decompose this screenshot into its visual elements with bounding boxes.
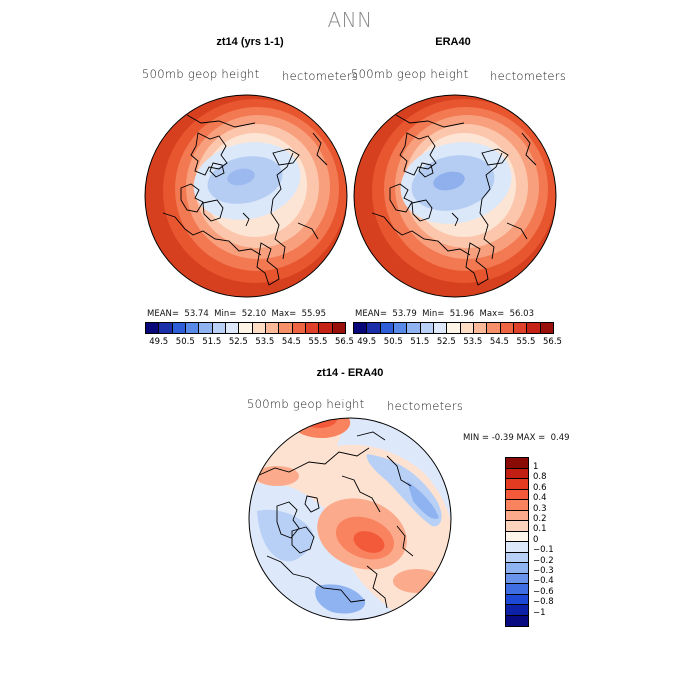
colorbar-swatch bbox=[239, 323, 253, 333]
colorbar-tick-label: 54.5 bbox=[489, 337, 509, 347]
colorbar-swatch bbox=[354, 323, 368, 333]
colorbar-swatch bbox=[212, 323, 226, 333]
colorbar-tick-label: 53.5 bbox=[463, 337, 483, 347]
panel-title-obs: ERA40 bbox=[435, 36, 471, 48]
variable-label-model: 500mb geop height bbox=[142, 67, 260, 81]
polar-map-difference bbox=[248, 417, 452, 621]
colorbar-swatch bbox=[500, 323, 514, 333]
difference-colorbar-swatch bbox=[506, 605, 528, 616]
units-label-obs: hectometers bbox=[490, 69, 567, 83]
colorbar-swatch bbox=[460, 323, 474, 333]
difference-level-label: 1 bbox=[533, 462, 539, 472]
colorbar-swatch bbox=[447, 323, 461, 333]
difference-colorbar-labels: 1 0.8 0.6 0.4 0.3 0.2 0.1 0 −0.1 −0.2 −0.3 −0.4 −0.6… bbox=[531, 457, 591, 625]
colorbar-swatch bbox=[265, 323, 280, 333]
colorbar-swatch bbox=[172, 323, 186, 333]
difference-level-label: −0.6 bbox=[533, 586, 554, 597]
difference-level-label: −0.4 bbox=[533, 576, 554, 587]
colorbar-swatch bbox=[487, 323, 501, 333]
colorbar-swatch bbox=[199, 323, 213, 333]
difference-colorbar-swatch bbox=[506, 500, 528, 511]
colorbar-swatch bbox=[393, 323, 408, 333]
figure-title: ANN bbox=[327, 8, 373, 32]
colorbar-tick-label: 52.5 bbox=[228, 337, 248, 347]
colorbar-tick-label: 52.5 bbox=[436, 337, 456, 347]
difference-level-label: 0.2 bbox=[533, 514, 547, 524]
difference-colorbar-swatch bbox=[506, 563, 528, 574]
colorbar-tick-label: 49.5 bbox=[149, 337, 169, 347]
difference-colorbar-swatch bbox=[506, 510, 528, 521]
difference-colorbar bbox=[505, 457, 529, 627]
colorbar-swatch bbox=[146, 323, 160, 333]
colorbar-swatch bbox=[527, 323, 541, 333]
difference-level-label: −0.2 bbox=[533, 555, 554, 566]
colorbar-swatch bbox=[319, 323, 333, 333]
colorbar-swatch bbox=[185, 323, 200, 333]
polar-map-model bbox=[144, 94, 348, 298]
difference-colorbar-swatch bbox=[506, 584, 528, 595]
difference-colorbar-swatch bbox=[506, 573, 528, 584]
colorbar-tick-label: 49.5 bbox=[357, 337, 377, 347]
difference-level-label: −0.1 bbox=[533, 545, 554, 556]
difference-level-label: 0.1 bbox=[533, 524, 547, 535]
colorbar-tick-label: 56.5 bbox=[543, 337, 562, 347]
difference-colorbar-swatch bbox=[506, 479, 528, 490]
polar-map-obs bbox=[353, 94, 557, 298]
stats-model: MEAN= 53.74 Min= 52.10 Max= 55.95 bbox=[147, 309, 326, 319]
colorbar-tick-label: 55.5 bbox=[308, 337, 328, 347]
difference-colorbar-swatch bbox=[506, 594, 528, 605]
units-label-model: hectometers bbox=[282, 69, 359, 83]
colorbar-obs-ticks: 49.5 50.5 51.5 52.5 53.5 54.5 55.5 56.5 bbox=[353, 337, 562, 349]
colorbar-swatch bbox=[305, 323, 320, 333]
colorbar-swatch bbox=[433, 323, 448, 333]
colorbar-tick-label: 51.5 bbox=[410, 337, 430, 347]
colorbar-swatch bbox=[252, 323, 266, 333]
difference-colorbar-swatch bbox=[506, 468, 528, 479]
colorbar-swatch bbox=[367, 323, 381, 333]
difference-level-label: −0.8 bbox=[533, 597, 554, 608]
diff-minmax: MIN = -0.39 MAX = 0.49 bbox=[463, 433, 570, 443]
difference-colorbar-swatch bbox=[506, 615, 528, 626]
colorbar-tick-label: 55.5 bbox=[516, 337, 536, 347]
colorbar-tick-label: 50.5 bbox=[383, 337, 403, 347]
difference-colorbar-swatch bbox=[506, 458, 528, 469]
colorbar-tick-label: 56.5 bbox=[335, 337, 354, 347]
panel-title-model: zt14 (yrs 1-1) bbox=[216, 36, 284, 48]
difference-level-label: −1 bbox=[533, 607, 546, 618]
colorbar-tick-label: 54.5 bbox=[281, 337, 301, 347]
colorbar-tick-label: 51.5 bbox=[202, 337, 222, 347]
colorbar-swatch bbox=[279, 323, 293, 333]
difference-colorbar-swatch bbox=[506, 542, 528, 553]
units-label-diff: hectometers bbox=[387, 399, 464, 413]
difference-colorbar-swatch bbox=[506, 531, 528, 542]
difference-level-label: 0.8 bbox=[533, 472, 547, 483]
colorbar-swatch bbox=[473, 323, 488, 333]
colorbar-swatch bbox=[159, 323, 173, 333]
colorbar-swatch bbox=[540, 323, 553, 333]
colorbar-model-ticks: 49.5 50.5 51.5 52.5 53.5 54.5 55.5 56.5 bbox=[145, 337, 354, 349]
variable-label-diff: 500mb geop height bbox=[247, 397, 365, 411]
difference-colorbar-swatch bbox=[506, 489, 528, 500]
difference-level-label: −0.3 bbox=[533, 566, 554, 576]
stats-obs: MEAN= 53.79 Min= 51.96 Max= 56.03 bbox=[355, 309, 534, 319]
difference-level-label: 0.6 bbox=[533, 482, 547, 493]
diff-panel-title: zt14 - ERA40 bbox=[316, 367, 384, 379]
colorbar-swatch bbox=[380, 323, 394, 333]
colorbar-model bbox=[145, 322, 346, 334]
difference-colorbar-swatch bbox=[506, 552, 528, 563]
colorbar-obs bbox=[353, 322, 554, 334]
difference-level-label: 0 bbox=[533, 534, 539, 545]
colorbar-swatch bbox=[292, 323, 306, 333]
colorbar-swatch bbox=[420, 323, 434, 333]
colorbar-swatch bbox=[225, 323, 240, 333]
colorbar-swatch bbox=[407, 323, 421, 333]
colorbar-swatch bbox=[513, 323, 528, 333]
colorbar-swatch bbox=[332, 323, 345, 333]
colorbar-tick-label: 50.5 bbox=[175, 337, 195, 347]
difference-level-label: 0.3 bbox=[533, 503, 547, 514]
difference-level-label: 0.4 bbox=[533, 493, 547, 504]
variable-label-obs: 500mb geop height bbox=[351, 67, 469, 81]
difference-colorbar-swatch bbox=[506, 521, 528, 532]
colorbar-tick-label: 53.5 bbox=[255, 337, 275, 347]
